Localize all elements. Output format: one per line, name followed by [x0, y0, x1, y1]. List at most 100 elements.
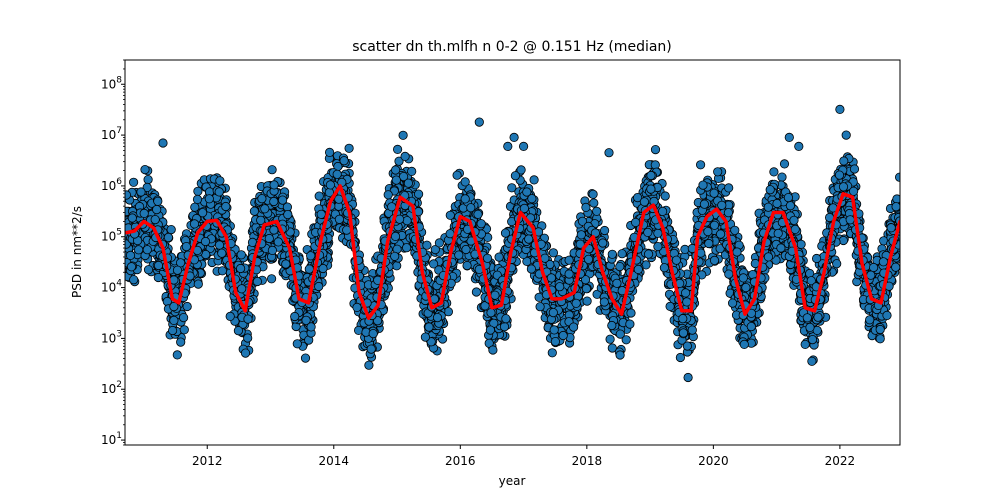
scatter-point — [724, 183, 734, 193]
scatter-point — [200, 236, 211, 247]
scatter-point — [126, 262, 137, 272]
scatter-point — [741, 282, 751, 293]
scatter-point — [304, 264, 314, 274]
scatter-point — [473, 209, 483, 219]
scatter-point — [626, 308, 636, 318]
scatter-point — [190, 202, 200, 212]
scatter-point — [660, 191, 670, 201]
scatter-point — [675, 352, 686, 363]
scatter-point — [796, 239, 806, 249]
scatter-point — [181, 242, 191, 252]
scatter-point — [875, 334, 885, 344]
scatter-point — [687, 325, 697, 335]
scatter-point — [391, 175, 401, 185]
scatter-point — [217, 248, 227, 258]
scatter-point — [555, 282, 565, 292]
scatter-point — [746, 321, 756, 332]
scatter-point — [266, 274, 277, 284]
scatter-point — [704, 238, 714, 249]
scatter-point — [166, 225, 176, 235]
scatter-point — [257, 194, 267, 204]
scatter-point — [838, 235, 849, 246]
scatter-point — [168, 325, 178, 336]
scatter-point — [413, 189, 424, 199]
scatter-point — [615, 329, 625, 339]
scatter-point — [269, 196, 279, 207]
scatter-point — [225, 311, 235, 321]
scatter-point — [292, 339, 302, 349]
scatter-point — [607, 249, 617, 259]
scatter-point — [653, 242, 663, 252]
scatter-point — [471, 287, 481, 297]
scatter-point — [300, 353, 311, 363]
scatter-point — [260, 204, 270, 214]
scatter-point — [682, 341, 693, 351]
scatter-point — [434, 238, 444, 248]
scatter-point — [143, 265, 154, 275]
scatter-point — [193, 279, 203, 289]
scatter-point — [153, 260, 164, 271]
plot-area — [125, 104, 900, 383]
scatter-point — [599, 225, 610, 236]
scatter-point — [462, 260, 472, 271]
scatter-point — [612, 278, 622, 288]
scatter-point — [510, 171, 521, 181]
scatter-point — [765, 185, 775, 195]
scatter-point — [332, 169, 342, 179]
scatter-point — [882, 310, 892, 320]
scatter-point — [217, 266, 227, 276]
scatter-point — [695, 160, 706, 170]
scatter-point — [839, 156, 849, 166]
scatter-point — [748, 269, 758, 280]
scatter-point — [657, 206, 668, 216]
scatter-point — [535, 302, 545, 312]
scatter-point — [482, 253, 493, 263]
scatter-point — [653, 228, 663, 238]
scatter-point — [176, 337, 186, 347]
scatter-point — [129, 177, 139, 187]
scatter-point — [267, 245, 277, 255]
scatter-point — [650, 145, 661, 155]
scatter-point — [607, 320, 617, 331]
scatter-point — [785, 201, 796, 211]
scatter-point — [800, 339, 810, 349]
scatter-point — [424, 322, 434, 332]
scatter-point — [580, 275, 591, 285]
scatter-point — [886, 223, 896, 233]
scatter-point — [582, 296, 592, 306]
scatter-point — [789, 215, 799, 225]
scatter-point — [398, 130, 408, 140]
scatter-point — [698, 180, 708, 190]
scatter-point — [630, 217, 641, 227]
scatter-point — [811, 253, 822, 264]
scatter-point — [390, 165, 401, 175]
scatter-point — [139, 208, 149, 218]
scatter-point — [615, 350, 625, 360]
scatter-point — [353, 325, 364, 335]
scatter-point — [402, 216, 412, 226]
scatter-point — [891, 202, 900, 212]
scatter-point — [607, 343, 617, 353]
scatter-point — [617, 249, 627, 259]
scatter-point — [301, 315, 311, 325]
scatter-point — [501, 314, 511, 324]
scatter-point — [140, 165, 150, 175]
scatter-point — [445, 210, 455, 220]
scatter-point — [730, 225, 740, 235]
scatter-point — [581, 284, 592, 294]
scatter-point — [507, 183, 517, 193]
scatter-point — [198, 208, 208, 218]
scatter-point — [129, 275, 139, 285]
scatter-point — [738, 273, 748, 283]
scatter-point — [715, 229, 726, 239]
scatter-point — [182, 301, 192, 312]
scatter-point — [172, 265, 183, 275]
scatter-point — [723, 208, 734, 218]
scatter-point — [581, 202, 591, 212]
scatter-point — [588, 189, 598, 199]
scatter-point — [499, 322, 510, 332]
scatter-point — [277, 195, 288, 205]
scatter-point — [646, 170, 656, 181]
scatter-point — [179, 312, 189, 323]
